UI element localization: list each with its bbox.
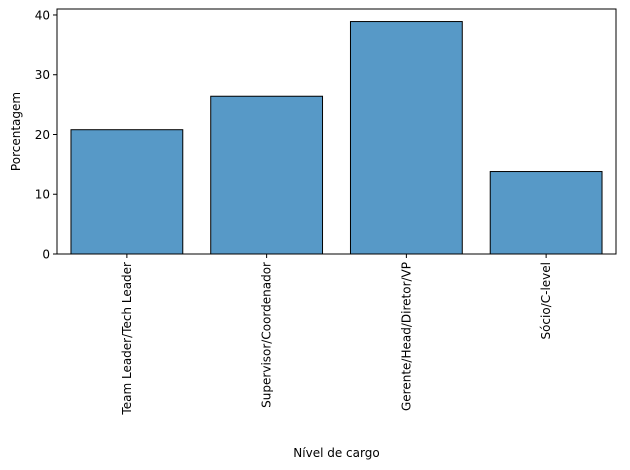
bar-3 — [489, 171, 603, 255]
bar-2 — [349, 21, 463, 255]
x-axis-title: Nível de cargo — [293, 446, 379, 460]
y-tick-label-2: 20 — [35, 128, 50, 142]
y-axis-title: Porcentagem — [9, 92, 23, 171]
x-tick-label-1: Supervisor/Coordenador — [260, 262, 274, 408]
y-tick-label-3: 30 — [35, 68, 50, 82]
bar-1 — [210, 95, 324, 255]
bar-0 — [70, 129, 184, 255]
plot-frame — [56, 8, 617, 255]
x-tick-label-0: Team Leader/Tech Leader — [120, 262, 134, 416]
bars-group — [70, 21, 603, 255]
y-tick-label-4: 40 — [35, 8, 50, 22]
y-tick-label-0: 0 — [42, 248, 50, 262]
x-tick-label-2: Gerente/Head/Diretor/VP — [399, 262, 413, 411]
x-axis-ticks: Team Leader/Tech Leader Supervisor/Coorde… — [120, 254, 553, 416]
x-tick-label-3: Sócio/C-level — [539, 262, 553, 340]
y-tick-label-1: 10 — [35, 188, 50, 202]
y-axis-ticks: 0 10 20 30 40 — [35, 8, 57, 262]
